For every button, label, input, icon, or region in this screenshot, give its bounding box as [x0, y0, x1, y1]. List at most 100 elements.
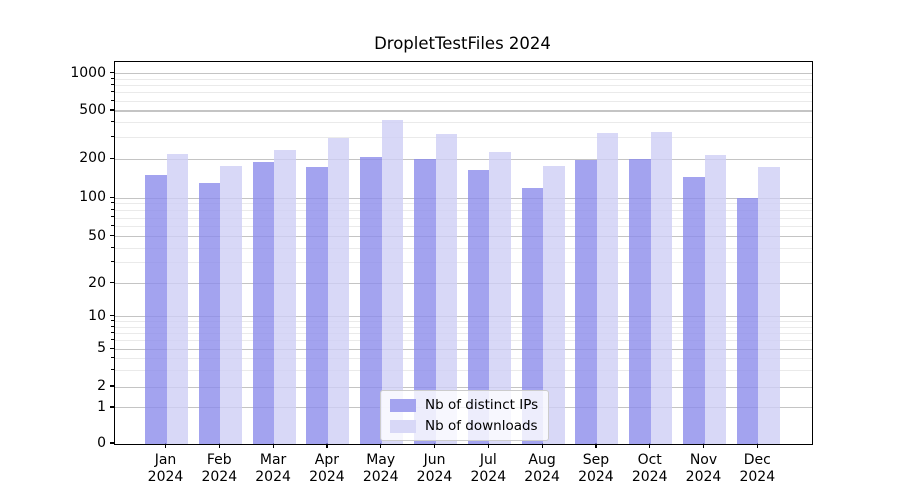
y-tick-mark — [109, 72, 114, 74]
major-gridline — [115, 110, 812, 112]
y-minor-tick-mark — [111, 356, 114, 358]
bar-distinct-ips-may — [360, 156, 382, 444]
minor-gridline — [115, 340, 812, 342]
legend: Nb of distinct IPs Nb of downloads — [380, 390, 550, 441]
major-gridline — [115, 348, 812, 350]
minor-gridline — [115, 357, 812, 359]
y-minor-tick-mark — [111, 320, 114, 322]
y-tick-label: 500 — [79, 101, 106, 118]
major-gridline — [115, 316, 812, 318]
bar-downloads-jul — [489, 151, 511, 444]
minor-gridline — [115, 369, 812, 371]
y-minor-tick-mark — [111, 332, 114, 333]
minor-gridline — [115, 210, 812, 212]
y-minor-tick-mark — [111, 77, 114, 79]
y-minor-tick-mark — [111, 209, 114, 211]
x-tick-label-mar: Mar 2024 — [255, 452, 291, 485]
minor-gridline — [115, 326, 812, 328]
bar-distinct-ips-jun — [414, 158, 436, 444]
major-gridline — [115, 197, 812, 199]
y-tick-mark — [109, 347, 114, 349]
x-tick-mark — [433, 443, 436, 448]
x-tick-label-apr: Apr 2024 — [309, 452, 345, 485]
minor-gridline — [115, 321, 812, 323]
major-gridline — [115, 282, 812, 285]
x-tick-label-dec: Dec 2024 — [739, 452, 776, 485]
minor-gridline — [115, 78, 812, 80]
y-tick-mark — [109, 385, 114, 387]
y-tick-mark — [109, 196, 114, 198]
bar-distinct-ips-mar — [252, 162, 275, 444]
y-minor-tick-mark — [111, 261, 114, 263]
x-tick-label-jun: Jun 2024 — [416, 452, 453, 485]
bar-downloads-nov — [704, 155, 726, 444]
y-minor-tick-mark — [111, 339, 114, 341]
x-tick-label-may: May 2024 — [362, 452, 399, 485]
major-gridline — [115, 73, 812, 75]
bar-distinct-ips-apr — [306, 166, 328, 444]
plot-area — [114, 61, 813, 445]
y-tick-label: 50 — [88, 227, 106, 244]
x-tick-mark — [756, 443, 758, 448]
x-tick-label-jul: Jul 2024 — [470, 452, 507, 485]
y-minor-tick-mark — [111, 368, 114, 370]
x-tick-mark — [595, 443, 597, 448]
x-tick-mark — [164, 443, 167, 448]
y-minor-tick-mark — [111, 136, 114, 138]
bar-downloads-apr — [327, 137, 350, 444]
x-tick-mark — [272, 443, 274, 448]
x-tick-mark — [702, 443, 705, 448]
minor-gridline — [115, 247, 812, 249]
minor-gridline — [115, 203, 812, 205]
minor-gridline — [115, 217, 812, 219]
y-tick-mark — [109, 406, 114, 408]
y-tick-label: 0 — [97, 435, 106, 451]
minor-gridline — [115, 333, 812, 335]
y-minor-tick-mark — [111, 246, 114, 248]
minor-gridline — [115, 262, 812, 264]
major-gridline — [115, 386, 812, 388]
x-tick-label-feb: Feb 2024 — [201, 452, 238, 485]
chart-title: DropletTestFiles 2024 — [374, 34, 551, 53]
y-tick-mark — [109, 235, 114, 237]
major-gridline — [115, 158, 812, 160]
y-tick-label: 20 — [88, 274, 106, 291]
minor-gridline — [115, 137, 812, 139]
x-tick-mark — [649, 443, 651, 448]
x-tick-label-aug: Aug 2024 — [524, 452, 560, 485]
x-tick-label-jan: Jan 2024 — [147, 452, 184, 485]
bar-distinct-ips-feb — [198, 183, 221, 444]
legend-item-downloads: Nb of downloads — [390, 418, 538, 434]
bar-distinct-ips-aug — [521, 187, 544, 444]
bar-downloads-sep — [596, 132, 619, 444]
bar-downloads-jan — [166, 154, 188, 444]
legend-item-distinct-ips: Nb of distinct IPs — [390, 397, 538, 413]
x-tick-label-sep: Sep 2024 — [578, 452, 614, 485]
y-minor-tick-mark — [111, 84, 114, 86]
bar-downloads-dec — [758, 166, 780, 444]
bar-distinct-ips-sep — [575, 159, 597, 444]
y-tick-mark — [109, 281, 114, 284]
bar-downloads-aug — [543, 165, 565, 444]
y-tick-label: 200 — [79, 150, 106, 167]
bar-distinct-ips-jul — [467, 169, 490, 444]
y-minor-tick-mark — [111, 91, 114, 93]
x-tick-mark — [380, 443, 382, 448]
bar-downloads-mar — [274, 149, 296, 444]
x-tick-label-oct: Oct 2024 — [631, 452, 668, 485]
legend-label-downloads: Nb of downloads — [425, 418, 538, 434]
y-tick-label: 1 — [97, 398, 106, 415]
x-tick-mark — [326, 443, 328, 448]
y-tick-mark — [109, 442, 114, 444]
x-tick-mark — [487, 443, 489, 448]
y-tick-label: 5 — [97, 340, 106, 357]
bar-downloads-oct — [650, 132, 673, 444]
y-minor-tick-mark — [111, 99, 114, 101]
x-tick-mark — [541, 443, 543, 448]
bar-distinct-ips-jan — [145, 175, 167, 444]
bar-distinct-ips-nov — [683, 177, 705, 444]
y-tick-mark — [109, 109, 114, 111]
minor-gridline — [115, 122, 812, 124]
minor-gridline — [115, 100, 812, 102]
